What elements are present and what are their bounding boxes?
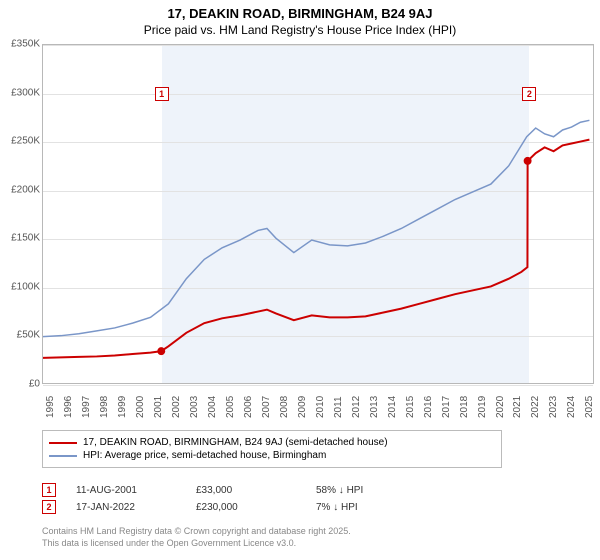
- marker-point-2: [524, 157, 532, 165]
- marker-label-2: 2: [522, 87, 536, 101]
- x-axis-label: 2025: [584, 396, 595, 418]
- y-axis-label: £100K: [11, 281, 40, 292]
- transaction-date: 11-AUG-2001: [76, 485, 196, 496]
- y-axis-label: £300K: [11, 87, 40, 98]
- transaction-price: £230,000: [196, 502, 316, 513]
- footer-attribution: Contains HM Land Registry data © Crown c…: [42, 526, 351, 549]
- legend-label: 17, DEAKIN ROAD, BIRMINGHAM, B24 9AJ (se…: [83, 437, 388, 448]
- transaction-price: £33,000: [196, 485, 316, 496]
- y-axis-label: £250K: [11, 136, 40, 147]
- x-axis-label: 2010: [315, 396, 326, 418]
- x-axis-label: 1997: [81, 396, 92, 418]
- legend-swatch: [49, 455, 77, 457]
- x-axis-label: 2023: [548, 396, 559, 418]
- legend-box: 17, DEAKIN ROAD, BIRMINGHAM, B24 9AJ (se…: [42, 430, 502, 468]
- x-axis-label: 2021: [512, 396, 523, 418]
- transaction-row: 1 11-AUG-2001£33,00058% ↓ HPI: [42, 483, 436, 497]
- x-axis-label: 1999: [117, 396, 128, 418]
- transaction-date: 17-JAN-2022: [76, 502, 196, 513]
- transaction-marker: 2: [42, 500, 56, 514]
- transaction-marker: 1: [42, 483, 56, 497]
- x-axis-label: 2008: [279, 396, 290, 418]
- x-axis-label: 2007: [261, 396, 272, 418]
- x-axis-label: 2012: [351, 396, 362, 418]
- x-axis-label: 2011: [333, 396, 344, 418]
- chart-title-address: 17, DEAKIN ROAD, BIRMINGHAM, B24 9AJ: [0, 6, 600, 21]
- x-axis-label: 2015: [405, 396, 416, 418]
- series-line: [43, 120, 589, 336]
- x-axis-label: 1995: [45, 396, 56, 418]
- y-axis-label: £0: [29, 379, 40, 390]
- marker-point-1: [157, 347, 165, 355]
- x-axis-label: 2005: [225, 396, 236, 418]
- x-axis-label: 2009: [297, 396, 308, 418]
- x-axis-label: 2004: [207, 396, 218, 418]
- marker-label-1: 1: [155, 87, 169, 101]
- x-axis-label: 2018: [459, 396, 470, 418]
- title-block: 17, DEAKIN ROAD, BIRMINGHAM, B24 9AJ Pri…: [0, 0, 600, 37]
- plot-area: 12: [42, 44, 594, 384]
- x-axis-label: 2013: [369, 396, 380, 418]
- x-axis-label: 1996: [63, 396, 74, 418]
- y-axis-label: £350K: [11, 39, 40, 50]
- legend-label: HPI: Average price, semi-detached house,…: [83, 450, 326, 461]
- y-axis-label: £200K: [11, 184, 40, 195]
- x-axis-label: 2001: [153, 396, 164, 418]
- x-axis-label: 2024: [566, 396, 577, 418]
- legend-row: 17, DEAKIN ROAD, BIRMINGHAM, B24 9AJ (se…: [49, 437, 495, 448]
- x-axis-label: 2020: [495, 396, 506, 418]
- legend-row: HPI: Average price, semi-detached house,…: [49, 450, 495, 461]
- x-axis-label: 2006: [243, 396, 254, 418]
- transaction-delta: 7% ↓ HPI: [316, 502, 436, 513]
- y-axis-label: £150K: [11, 233, 40, 244]
- x-axis-label: 2017: [441, 396, 452, 418]
- y-axis-label: £50K: [17, 330, 40, 341]
- x-axis-label: 2022: [530, 396, 541, 418]
- footer-line1: Contains HM Land Registry data © Crown c…: [42, 526, 351, 538]
- x-axis-label: 2000: [135, 396, 146, 418]
- x-axis-label: 2016: [423, 396, 434, 418]
- transaction-delta: 58% ↓ HPI: [316, 485, 436, 496]
- x-axis-label: 2019: [477, 396, 488, 418]
- gridline-h: [43, 385, 593, 386]
- x-axis-label: 1998: [99, 396, 110, 418]
- x-axis-label: 2014: [387, 396, 398, 418]
- chart-subtitle: Price paid vs. HM Land Registry's House …: [0, 23, 600, 37]
- chart-svg: [43, 45, 593, 383]
- x-axis-label: 2002: [171, 396, 182, 418]
- chart-container: 17, DEAKIN ROAD, BIRMINGHAM, B24 9AJ Pri…: [0, 0, 600, 560]
- footer-line2: This data is licensed under the Open Gov…: [42, 538, 351, 550]
- transaction-table: 1 11-AUG-2001£33,00058% ↓ HPI 2 17-JAN-2022…: [42, 480, 436, 517]
- transaction-row: 2 17-JAN-2022£230,0007% ↓ HPI: [42, 500, 436, 514]
- legend-swatch: [49, 442, 77, 444]
- x-axis-label: 2003: [189, 396, 200, 418]
